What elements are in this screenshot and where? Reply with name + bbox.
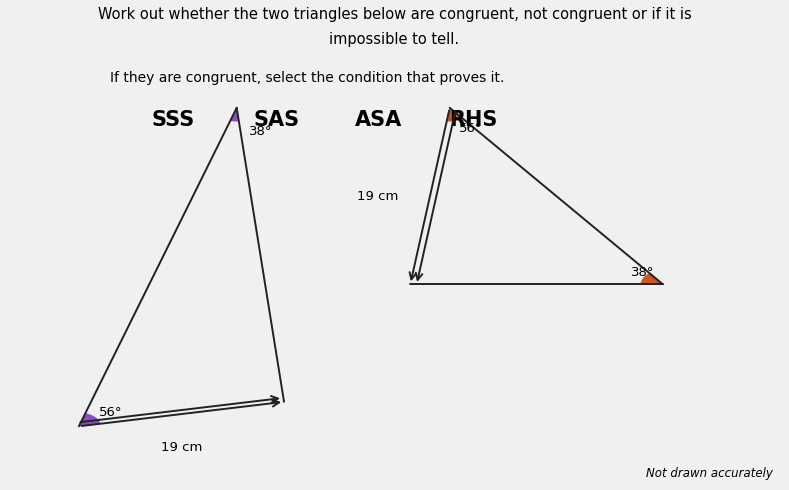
Text: 38°: 38° — [631, 266, 655, 279]
Wedge shape — [641, 273, 663, 284]
Text: ASA: ASA — [355, 110, 402, 130]
Text: RHS: RHS — [449, 110, 498, 130]
Text: 19 cm: 19 cm — [161, 441, 202, 454]
Text: If they are congruent, select the condition that proves it.: If they are congruent, select the condit… — [110, 71, 505, 85]
Text: SSS: SSS — [152, 110, 195, 130]
Text: 38°: 38° — [249, 125, 272, 138]
Wedge shape — [447, 108, 463, 122]
Text: 56°: 56° — [99, 406, 122, 419]
Text: impossible to tell.: impossible to tell. — [330, 32, 459, 47]
Wedge shape — [79, 413, 100, 426]
Text: Work out whether the two triangles below are congruent, not congruent or if it i: Work out whether the two triangles below… — [98, 7, 691, 23]
Text: 19 cm: 19 cm — [357, 190, 398, 202]
Wedge shape — [230, 108, 239, 122]
Text: 56°: 56° — [459, 122, 483, 136]
Text: SAS: SAS — [253, 110, 299, 130]
Text: Not drawn accurately: Not drawn accurately — [646, 467, 773, 480]
